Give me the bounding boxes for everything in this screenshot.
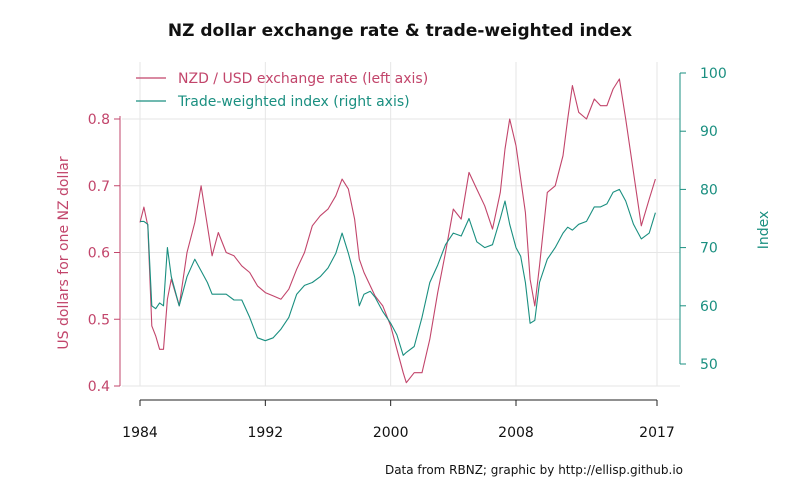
x-tick-label: 1984 [122, 425, 158, 441]
y-tick-label-left: 0.5 [88, 312, 110, 328]
y-tick-label-right: 50 [700, 357, 718, 373]
axis-layer: 0.4 0.5 0.6 0.7 0.8 50 60 70 80 90 100 1984 1992 2000… [88, 66, 727, 441]
y-tick-label-right: 90 [700, 124, 718, 140]
y-tick-label-right: 60 [700, 299, 718, 315]
y-tick-label-left: 0.7 [88, 179, 110, 195]
y-tick-label-left: 0.8 [88, 112, 110, 128]
chart-caption: Data from RBNZ; graphic by http://ellisp… [385, 463, 683, 477]
y-axis-label-left: US dollars for one NZ dollar [56, 156, 72, 349]
chart-title: NZ dollar exchange rate & trade-weighted… [168, 21, 632, 41]
grid-layer [122, 62, 680, 387]
y-axis-label-right: Index [756, 211, 772, 250]
series-line-twi [140, 188, 656, 356]
series-line-nzd-usd [139, 78, 656, 384]
x-tick-label: 2000 [373, 425, 409, 441]
y-tick-label-left: 0.6 [88, 246, 110, 262]
y-tick-label-right: 70 [700, 241, 718, 257]
series-layer [139, 78, 656, 384]
x-tick-label: 2008 [498, 425, 534, 441]
y-tick-label-right: 80 [700, 182, 718, 198]
y-tick-label-right: 100 [700, 66, 727, 82]
legend-label-twi: Trade-weighted index (right axis) [177, 94, 410, 110]
x-tick-label: 2017 [639, 425, 675, 441]
x-tick-label: 1992 [248, 425, 284, 441]
y-tick-label-left: 0.4 [88, 379, 110, 395]
legend: NZD / USD exchange rate (left axis) Trad… [136, 71, 428, 110]
legend-label-nzd-usd: NZD / USD exchange rate (left axis) [178, 71, 428, 87]
